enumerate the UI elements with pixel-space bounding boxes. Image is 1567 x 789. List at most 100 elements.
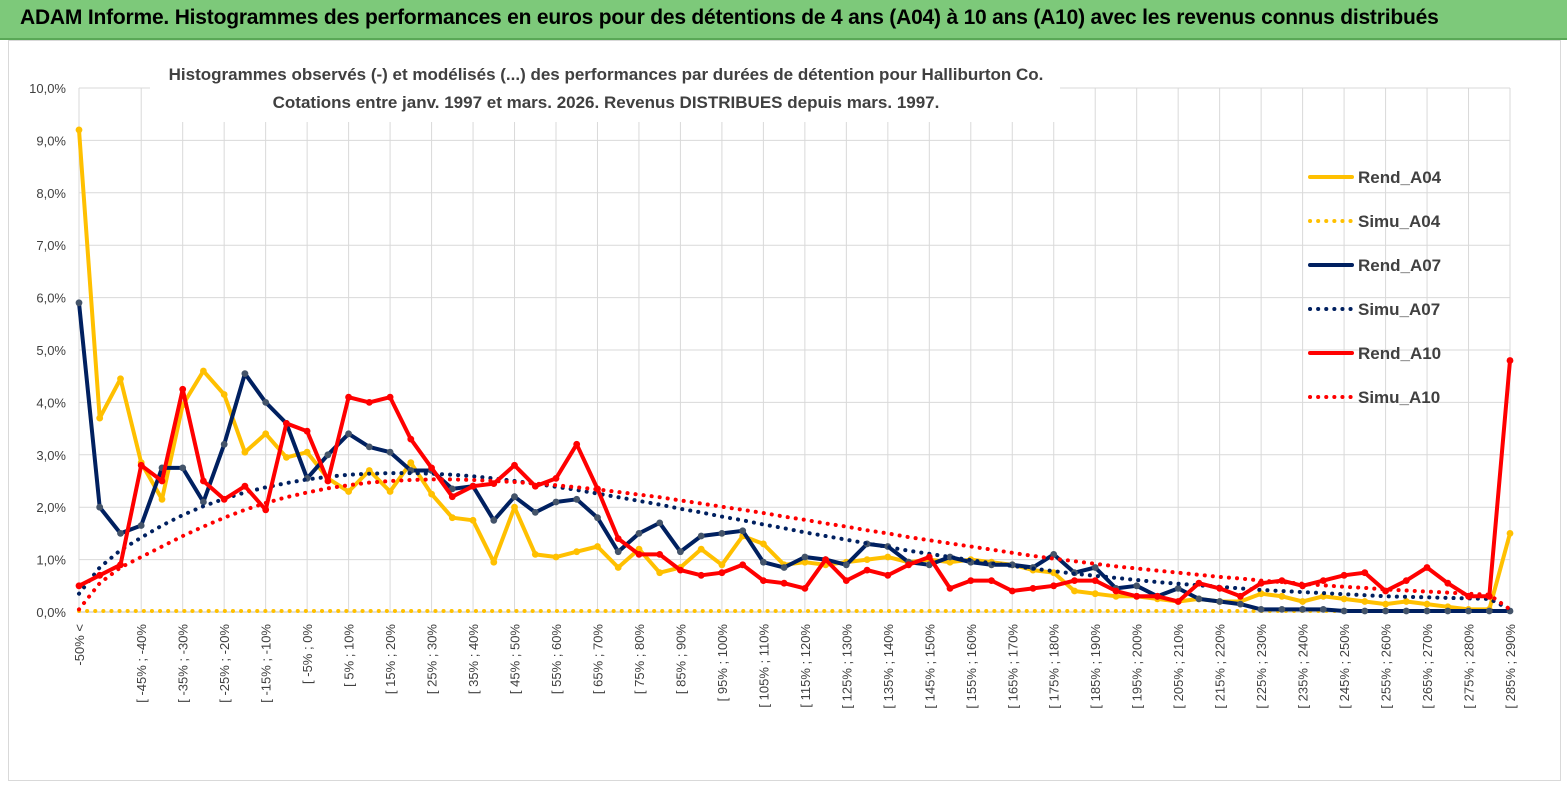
rend-a04-point (531, 551, 539, 558)
rend-a10-point (220, 495, 228, 503)
x-tick-label: [ 205% ; 210% (1171, 624, 1186, 709)
x-tick-label: [ 25% ; 30% (425, 624, 440, 695)
rend-a07-point (490, 516, 498, 524)
y-tick-label: 9,0% (36, 133, 66, 148)
rend-a04-point (511, 503, 518, 511)
rend-a07-point (1257, 606, 1265, 613)
rend-a10-point (158, 477, 166, 485)
rend-a10-point (137, 461, 145, 469)
rend-a10-point (614, 535, 622, 542)
x-axis: -50% < [ -45% ; -40% [ -35% ; -30% [ -25% ;… (72, 611, 1518, 709)
rend-a07-point (511, 493, 518, 501)
rend-a07-point (842, 561, 850, 569)
rend-a04-point (946, 558, 954, 566)
rend-a10-point (407, 435, 415, 443)
rend-a04-line (77, 127, 1512, 612)
x-tick-label: [ -45% ; -40% (134, 624, 149, 703)
y-tick-label: 7,0% (36, 238, 66, 253)
x-tick-label: [ 265% ; 270% (1420, 624, 1435, 709)
rend-a07-point (718, 530, 726, 537)
x-tick-label: [ 15% ; 20% (383, 624, 398, 695)
rend-a07-point (137, 522, 145, 529)
rend-a04-point (614, 564, 622, 571)
rend-a10-point (988, 577, 995, 584)
rend-a10-point (801, 585, 809, 592)
rend-a10-point (283, 420, 290, 427)
rend-a07-point (1382, 607, 1389, 615)
rend-a07-point (117, 530, 124, 537)
y-tick-label: 5,0% (36, 343, 66, 358)
rend-a10-point (822, 556, 829, 563)
rend-a07-point (552, 498, 560, 506)
rend-a07-point (1278, 606, 1286, 613)
rend-a10-point (573, 440, 581, 448)
rend-a10-point (1071, 577, 1078, 584)
rend-a07-point (1133, 582, 1141, 590)
rend-a10-point (760, 577, 767, 584)
rend-a10-point (1506, 357, 1514, 364)
x-tick-label: [ 115% ; 120% (798, 624, 813, 708)
rend-a04-point (552, 553, 560, 561)
rend-a10-point (1361, 569, 1369, 577)
rend-a07-point (386, 448, 394, 456)
x-tick-label: [ 155% ; 160% (964, 624, 979, 709)
rend-a04-point (117, 375, 124, 383)
rend-a07-point (96, 503, 104, 511)
rend-a07-point (677, 548, 684, 556)
x-tick-label: [ 145% ; 150% (922, 624, 937, 709)
rend-a07-point (1423, 607, 1431, 615)
rend-a07-point (1216, 598, 1224, 605)
chart-frame (8, 40, 1561, 781)
rend-a10-point (1091, 577, 1099, 584)
rend-a10-point (1216, 585, 1224, 592)
rend-a04-point (469, 516, 477, 524)
rend-a04-point (1299, 598, 1306, 605)
rend-a04-point (490, 558, 498, 566)
rend-a10-point (1174, 598, 1182, 605)
rend-a10-point (448, 493, 456, 501)
rend-a04-point (283, 454, 290, 461)
rend-a10-point (925, 553, 933, 561)
x-tick-label: [ 175% ; 180% (1047, 624, 1062, 709)
report-banner: ADAM Informe. Histogrammes des performan… (0, 0, 1567, 40)
rend-a10-point (967, 577, 975, 584)
rend-a04-point (448, 514, 456, 522)
y-axis: 0,0% 1,0% 2,0% 3,0% 4,0% 5,0% 6,0% 7,0% 8,0% 9,0%… (29, 81, 66, 620)
rend-a10-point (946, 585, 954, 592)
rend-a04-point (1402, 598, 1410, 605)
rend-a10-point (1154, 592, 1161, 600)
rend-a10-point (1423, 564, 1431, 571)
rend-a10-point (905, 561, 912, 569)
rend-a10-point (1444, 579, 1452, 587)
rend-a07-point (1485, 607, 1493, 615)
rend-a04-point (884, 553, 892, 561)
rend-a07-point (697, 532, 705, 540)
rend-a04-point (573, 548, 581, 556)
rend-a04-point (656, 569, 664, 577)
rend-a07-point (1444, 607, 1452, 615)
rend-a07-point (1299, 606, 1306, 613)
rend-a04-point (1506, 530, 1514, 537)
y-tick-label: 3,0% (36, 448, 66, 463)
rend-a10-point (428, 464, 435, 472)
x-tick-label: [ 45% ; 50% (508, 624, 523, 695)
rend-a04-point (594, 543, 601, 550)
legend-label-simu-a10: Simu_A10 (1358, 388, 1440, 407)
rend-a04-point (1112, 592, 1120, 600)
x-tick-label: [ 135% ; 140% (881, 624, 896, 709)
rend-a07-point (801, 553, 809, 561)
rend-a10-point (1133, 592, 1141, 600)
x-tick-label: [ 225% ; 230% (1254, 624, 1269, 709)
x-tick-label: [ 275% ; 280% (1462, 624, 1477, 709)
rend-a07-point (1402, 607, 1410, 615)
rend-a07-point (1465, 607, 1472, 615)
x-tick-label: [ 65% ; 70% (590, 624, 605, 695)
rend-a10-point (241, 482, 249, 490)
rend-a04-point (220, 391, 228, 398)
rend-a07-point (780, 564, 788, 571)
y-tick-label: 10,0% (29, 81, 66, 96)
rend-a10-point (1029, 585, 1037, 592)
rend-a10-point (511, 461, 518, 469)
rend-a04-point (1340, 595, 1348, 603)
legend: Rend_A04 Simu_A04 Rend_A07 Simu_A07 Rend_A10… (1308, 168, 1442, 407)
